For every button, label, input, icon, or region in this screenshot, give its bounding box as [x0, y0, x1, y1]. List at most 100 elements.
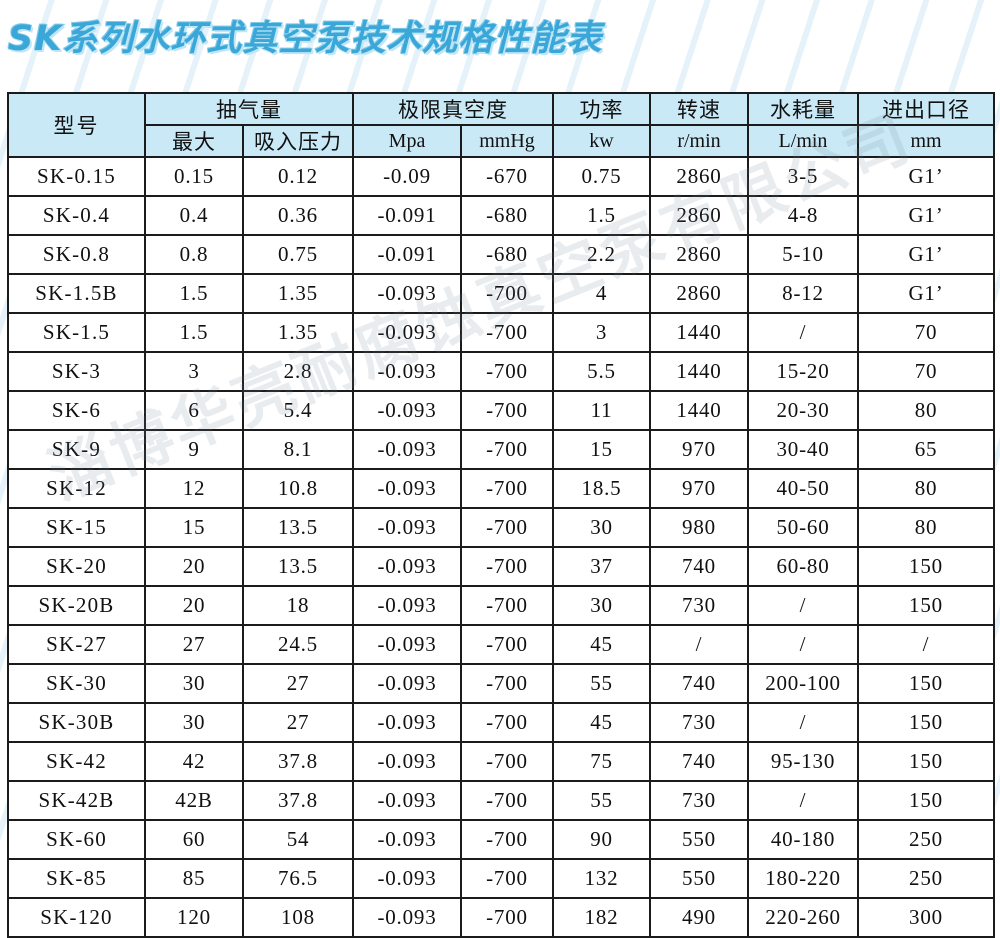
cell-mmhg: -680: [460, 234, 554, 275]
cell-speed: 970: [649, 429, 749, 470]
cell-mmhg: -700: [460, 858, 554, 899]
cell-water: 60-80: [747, 546, 859, 587]
cell-mmhg: -700: [460, 468, 554, 509]
cell-mpa: -0.093: [352, 819, 462, 860]
cell-port: G1’: [857, 156, 995, 197]
cell-max: 1.5: [144, 273, 244, 314]
cell-max: 20: [144, 546, 244, 587]
header-sub-max: 最大: [144, 124, 244, 158]
cell-speed: 2860: [649, 195, 749, 236]
cell-speed: 490: [649, 897, 749, 938]
cell-mpa: -0.093: [352, 351, 462, 392]
cell-suction: 13.5: [242, 507, 354, 548]
cell-mpa: -0.093: [352, 312, 462, 353]
cell-mpa: -0.09: [352, 156, 462, 197]
table-row: SK-85 85 76.5 -0.093 -700 132 550 180-220 250: [7, 858, 995, 899]
cell-mmhg: -700: [460, 897, 554, 938]
cell-mpa: -0.093: [352, 780, 462, 821]
cell-model: SK-42: [7, 741, 146, 782]
cell-mmhg: -700: [460, 546, 554, 587]
cell-speed: 550: [649, 819, 749, 860]
table-row: SK-120 120 108 -0.093 -700 182 490 220-260 300: [7, 897, 995, 938]
cell-model: SK-30: [7, 663, 146, 704]
cell-water: 95-130: [747, 741, 859, 782]
cell-port: 300: [857, 897, 995, 938]
cell-max: 0.15: [144, 156, 244, 197]
cell-model: SK-9: [7, 429, 146, 470]
cell-mmhg: -700: [460, 507, 554, 548]
cell-port: 150: [857, 585, 995, 626]
table-row: SK-3 3 2.8 -0.093 -700 5.5 1440 15-20 70: [7, 351, 995, 392]
cell-mmhg: -700: [460, 390, 554, 431]
cell-max: 15: [144, 507, 244, 548]
cell-port: 70: [857, 351, 995, 392]
cell-water: 3-5: [747, 156, 859, 197]
cell-power: 45: [552, 702, 651, 743]
cell-speed: 740: [649, 546, 749, 587]
cell-model: SK-20: [7, 546, 146, 587]
cell-mpa: -0.093: [352, 624, 462, 665]
cell-water: 30-40: [747, 429, 859, 470]
cell-max: 6: [144, 390, 244, 431]
table-row: SK-30B 30 27 -0.093 -700 45 730/150: [7, 702, 995, 743]
cell-max: 42: [144, 741, 244, 782]
cell-mmhg: -700: [460, 429, 554, 470]
cell-speed: 1440: [649, 390, 749, 431]
cell-suction: 18: [242, 585, 354, 626]
cell-model: SK-1.5B: [7, 273, 146, 314]
page-title-wrap: SK系列水环式真空泵技术规格性能表: [7, 21, 602, 58]
header-model: 型号: [7, 92, 146, 158]
cell-max: 120: [144, 897, 244, 938]
header-group-vacuum: 极限真空度: [352, 92, 554, 126]
cell-model: SK-15: [7, 507, 146, 548]
cell-mmhg: -700: [460, 312, 554, 353]
header-unit-rmin: r/min: [649, 124, 749, 158]
header-group-power: 功率: [552, 92, 651, 126]
cell-power: 55: [552, 663, 651, 704]
cell-mmhg: -700: [460, 819, 554, 860]
cell-suction: 37.8: [242, 780, 354, 821]
cell-max: 60: [144, 819, 244, 860]
cell-port: G1’: [857, 195, 995, 236]
cell-suction: 13.5: [242, 546, 354, 587]
cell-mpa: -0.093: [352, 468, 462, 509]
cell-suction: 2.8: [242, 351, 354, 392]
cell-power: 18.5: [552, 468, 651, 509]
cell-mmhg: -700: [460, 624, 554, 665]
cell-power: 4: [552, 273, 651, 314]
table-row: SK-15 15 13.5 -0.093 -700 30 980 50-60 80: [7, 507, 995, 548]
cell-speed: 1440: [649, 312, 749, 353]
table-body: SK-0.15 0.15 0.12 -0.09 -670 0.75 2860 3-5 G1’ SK…: [7, 156, 995, 938]
header-group-capacity: 抽气量: [144, 92, 354, 126]
cell-port: 250: [857, 819, 995, 860]
cell-max: 9: [144, 429, 244, 470]
cell-model: SK-0.8: [7, 234, 146, 275]
cell-mpa: -0.091: [352, 234, 462, 275]
cell-water: /: [747, 624, 859, 665]
cell-mpa: -0.093: [352, 741, 462, 782]
cell-power: 55: [552, 780, 651, 821]
cell-speed: 2860: [649, 273, 749, 314]
cell-suction: 1.35: [242, 312, 354, 353]
cell-suction: 0.36: [242, 195, 354, 236]
cell-mmhg: -700: [460, 702, 554, 743]
cell-mpa: -0.093: [352, 585, 462, 626]
cell-power: 30: [552, 507, 651, 548]
cell-suction: 27: [242, 663, 354, 704]
table-header: 型号 抽气量 极限真空度 功率 转速 水耗量 进出口径 最大 吸入压力 Mpa …: [7, 92, 995, 158]
cell-suction: 0.12: [242, 156, 354, 197]
cell-port: G1’: [857, 273, 995, 314]
cell-mpa: -0.093: [352, 546, 462, 587]
cell-power: 5.5: [552, 351, 651, 392]
cell-model: SK-27: [7, 624, 146, 665]
header-row-sub: 最大 吸入压力 Mpa mmHg kw r/min L/min mm: [8, 124, 995, 158]
cell-water: 4-8: [747, 195, 859, 236]
cell-model: SK-3: [7, 351, 146, 392]
cell-port: 150: [857, 702, 995, 743]
cell-water: 20-30: [747, 390, 859, 431]
cell-suction: 27: [242, 702, 354, 743]
cell-model: SK-20B: [7, 585, 146, 626]
cell-mpa: -0.091: [352, 195, 462, 236]
cell-suction: 24.5: [242, 624, 354, 665]
cell-model: SK-42B: [7, 780, 146, 821]
